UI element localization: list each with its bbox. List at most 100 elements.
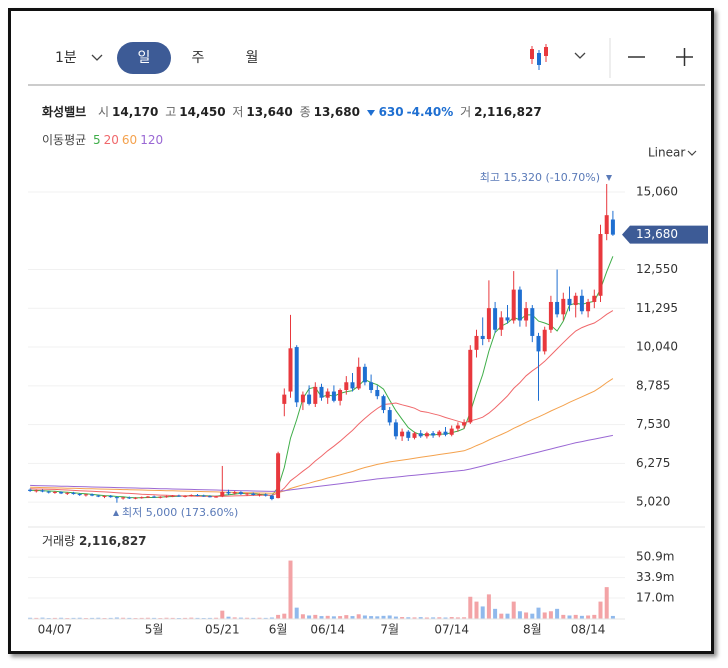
volume-bar — [375, 616, 380, 619]
volume-bar — [356, 614, 361, 619]
candle-body — [431, 433, 436, 436]
candle-body — [486, 308, 491, 340]
candle-body — [238, 492, 243, 495]
candle-body — [83, 494, 88, 496]
candle-body — [586, 301, 591, 312]
candle-body — [517, 289, 522, 321]
volume-bar — [431, 617, 436, 619]
tab-active[interactable] — [117, 42, 171, 74]
change-pct: -4.40% — [406, 105, 454, 119]
zoom-in[interactable] — [676, 48, 693, 66]
candle-body — [592, 295, 597, 302]
legend-entry: 5 — [93, 133, 101, 147]
candle-body — [579, 295, 584, 312]
tab[interactable]: 주 — [192, 50, 205, 66]
chart-type-icon[interactable] — [530, 44, 548, 70]
volume-total: 2,116,827 — [79, 534, 147, 548]
candle-body — [325, 391, 330, 398]
volume-bar — [71, 617, 76, 619]
volume-bar — [319, 616, 324, 619]
volume-bar — [437, 617, 442, 619]
volume-bar — [524, 612, 529, 619]
last-price-label: 13,680 — [636, 227, 678, 241]
candle-body — [164, 496, 169, 498]
high-marker — [606, 175, 612, 181]
volume-bar — [604, 587, 609, 619]
low-marker — [113, 510, 119, 516]
volume-bar — [362, 615, 367, 619]
candle-body — [350, 382, 355, 389]
volume-bar — [276, 614, 281, 619]
candle-body — [331, 391, 336, 401]
candle-body — [548, 301, 553, 330]
volume-bar — [269, 617, 274, 619]
volume-bar — [474, 601, 479, 619]
volume-bar — [195, 617, 200, 619]
volume-bar — [412, 617, 417, 619]
ma-legend: 이동평균 5 20 60 120 — [42, 131, 166, 148]
interval-button[interactable]: 1분 — [55, 50, 77, 66]
candle-body — [96, 495, 101, 497]
volume-bar — [406, 617, 411, 619]
volume-bar — [245, 617, 250, 619]
candle-body — [220, 491, 225, 497]
frame — [8, 8, 714, 654]
candle-body — [300, 394, 305, 403]
volume-bar — [294, 607, 299, 619]
legend-entry: 20 — [103, 133, 119, 147]
stock-name: 화성밸브 — [42, 105, 87, 119]
volume-bar — [536, 607, 541, 619]
y-tick-label: 8,785 — [636, 378, 670, 392]
candle-body — [183, 495, 188, 497]
candle-body — [393, 422, 398, 437]
info-line: 화성밸브 시 14,170 고 14,450 저 13,640 종 13,680 630… — [42, 103, 545, 120]
candle-body — [245, 493, 250, 495]
x-tick-label: 8월 — [523, 623, 542, 637]
volume-bar — [170, 617, 175, 619]
volume-bar — [59, 617, 64, 619]
volume-bar — [610, 615, 615, 619]
volume-bar — [90, 617, 95, 619]
chevron[interactable] — [91, 54, 103, 61]
scale-label[interactable]: Linear — [648, 146, 685, 160]
volume-bar — [282, 613, 287, 619]
chevron[interactable] — [574, 52, 586, 59]
volume-bar — [505, 613, 510, 619]
x-tick-label: 06/14 — [310, 623, 345, 637]
volume-bar — [542, 612, 547, 619]
field-label: 시 — [98, 105, 110, 119]
volume-bar — [114, 617, 119, 619]
volume-bar — [455, 617, 460, 619]
volume-bar — [331, 616, 336, 619]
ma-line — [30, 434, 613, 492]
legend-entry: 120 — [140, 133, 164, 147]
candle-body — [561, 298, 566, 315]
candle-body — [46, 491, 51, 493]
volume-bar — [28, 617, 33, 619]
candle-body — [34, 490, 39, 492]
candle-body — [362, 366, 367, 383]
candle-body — [344, 382, 349, 390]
volume-bar — [424, 617, 429, 619]
tab[interactable]: 일 — [138, 50, 151, 66]
candle-body — [319, 386, 324, 398]
candle-body — [276, 453, 281, 499]
volume-bar — [561, 614, 566, 619]
volume-bar — [344, 615, 349, 619]
volume-bar — [52, 617, 57, 619]
candle-body — [251, 493, 256, 495]
field-label: 거 — [460, 105, 472, 119]
volume-bar — [468, 596, 473, 619]
volume-bar — [511, 601, 516, 619]
candle-body — [152, 496, 157, 498]
candle-body — [356, 366, 361, 389]
tab[interactable]: 월 — [246, 50, 259, 66]
chevron[interactable] — [687, 150, 697, 156]
candle-body — [511, 289, 516, 321]
volume-bar — [189, 617, 194, 619]
candle-body — [133, 497, 138, 499]
volume-bar — [288, 560, 293, 619]
candle-body — [542, 329, 547, 352]
candle-body — [412, 433, 417, 438]
